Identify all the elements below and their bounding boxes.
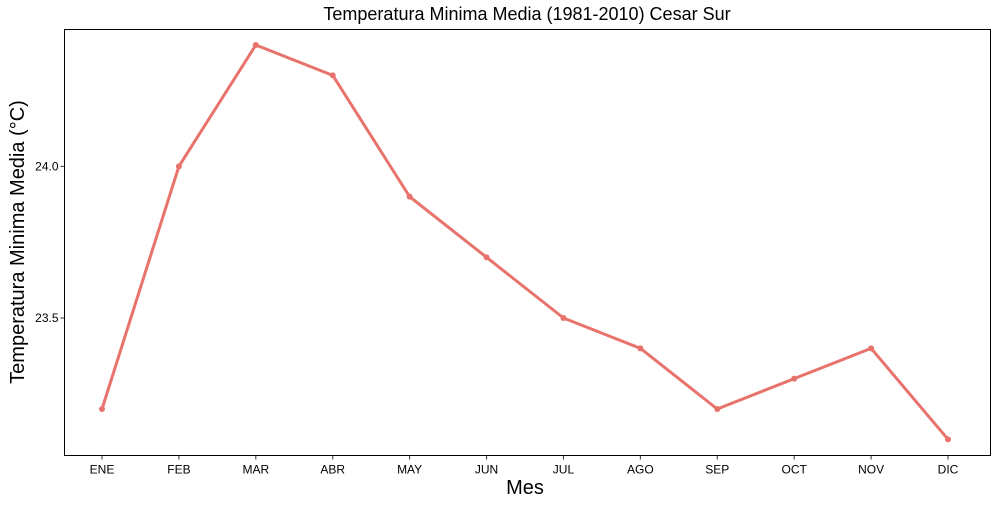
data-point [791,375,798,382]
x-tick-label: JUL [553,463,575,477]
series-line [100,43,950,441]
axes: ENE FEB MAR ABR MAY JUN JUL AGO SEP OCT NOV DIC 23.5… [35,159,959,476]
data-point [714,406,721,412]
x-tick-label: MAY [397,463,422,477]
x-tick-label: NOV [858,463,884,477]
data-point [483,254,490,261]
y-axis-title: Temperatura Minima Media (°C) [7,100,29,384]
x-tick-label: ABR [320,463,345,477]
data-point [406,193,413,200]
x-tick-label: DIC [938,463,959,477]
plot-panel-border [64,29,991,456]
data-point [560,315,567,321]
data-point [99,406,105,412]
x-tick-label: FEB [167,463,190,477]
y-tick-label: 24.0 [35,159,59,173]
x-tick-label: OCT [782,463,808,477]
data-point [945,436,951,443]
x-tick-label: JUN [475,463,498,477]
x-tick-label: SEP [705,463,729,477]
x-tick-label: MAR [242,463,269,477]
x-axis-title: Mes [506,477,544,499]
data-point [252,42,259,48]
data-point [329,72,336,79]
data-point [175,163,182,170]
data-point [637,345,644,352]
x-tick-label: ENE [90,463,115,477]
chart-title: Temperatura Minima Media (1981-2010) Ces… [323,4,730,24]
series-layer [99,42,951,443]
y-tick-label: 23.5 [35,311,59,325]
data-point [868,345,875,352]
x-tick-label: AGO [627,463,654,477]
